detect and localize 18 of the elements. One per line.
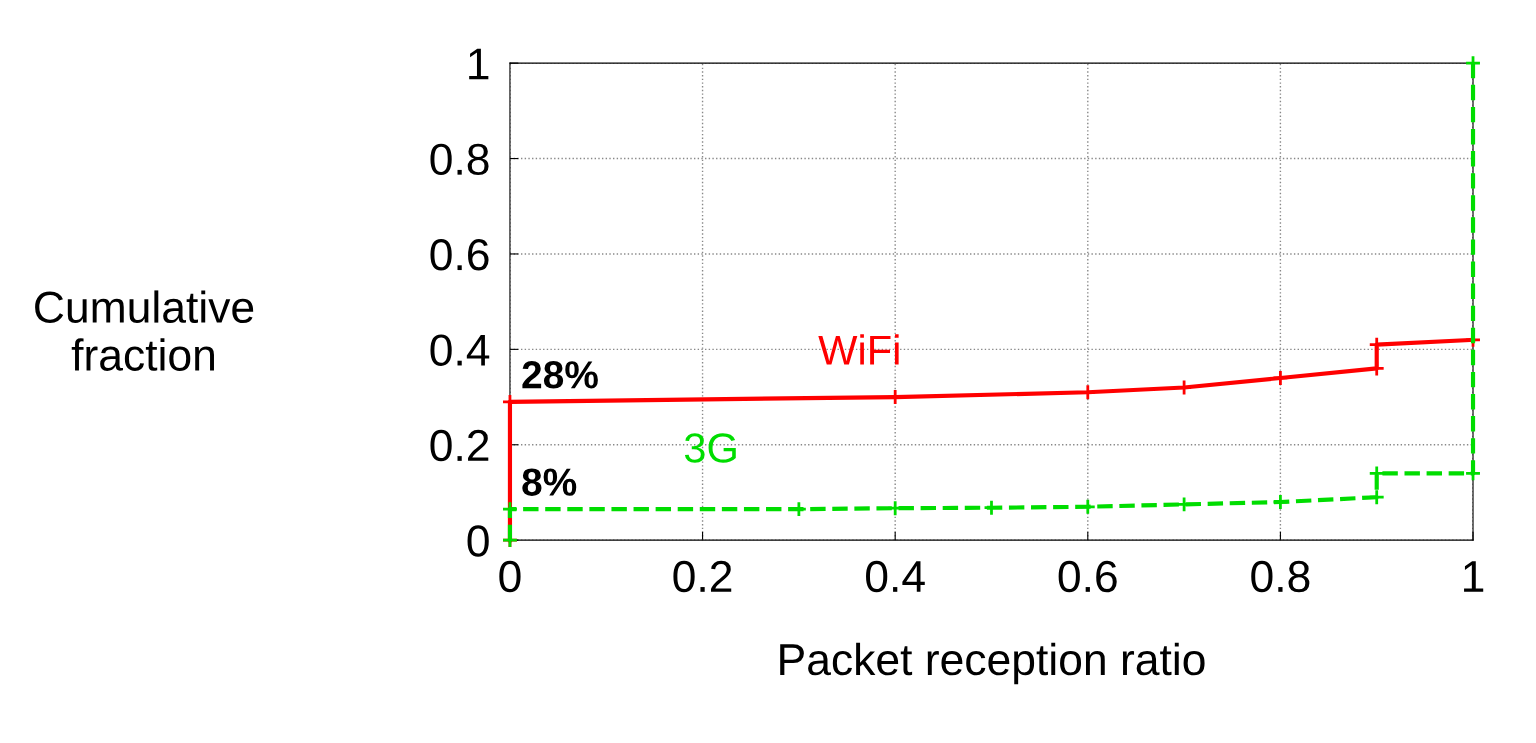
y-tick-label: 1: [469, 48, 489, 80]
y-tick-label: 0.6: [430, 239, 489, 271]
x-tick-label: 0: [499, 560, 521, 593]
y-tick-label: 0: [467, 525, 489, 557]
y-tick-label: 0.8: [430, 143, 489, 176]
y-tick-label: 0.2: [430, 429, 489, 462]
x-axis-title: Packet reception ratio: [780, 642, 1205, 685]
x-tick-label: 0.2: [673, 560, 732, 593]
series-label: WiFi: [818, 334, 899, 365]
y-tick-label: 0.4: [430, 334, 490, 366]
x-tick-label: 0.8: [1251, 560, 1310, 593]
annotation: 8%: [522, 468, 577, 496]
y-axis-title: Cumulative fraction: [35, 290, 254, 371]
x-tick-label: 0.4: [866, 560, 925, 593]
annotation: 28%: [522, 361, 598, 389]
x-tick-label: 1: [1464, 561, 1484, 592]
x-tick-label: 0.6: [1058, 560, 1117, 593]
series-label: 3G: [684, 433, 736, 463]
